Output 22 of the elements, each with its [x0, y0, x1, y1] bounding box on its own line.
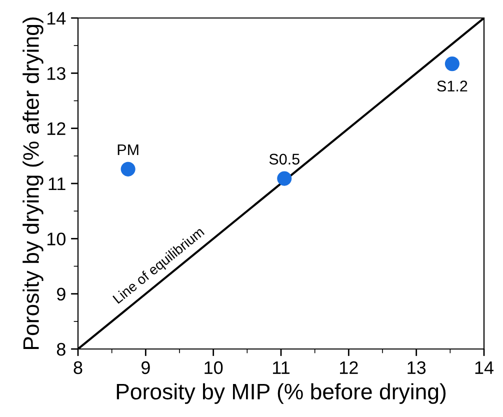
point	[277, 171, 292, 186]
y-axis-title: Porosity by drying (% after drying)	[22, 18, 44, 350]
x-tick-label: 14	[475, 361, 494, 374]
x-tick-label: 8	[74, 361, 82, 374]
x-tick-label: 12	[340, 361, 358, 374]
annotation: S0.5	[269, 154, 300, 165]
y-tick-label: 9	[57, 288, 66, 301]
y-tick-label: 8	[56, 342, 66, 356]
y-tick-label: 13	[47, 67, 66, 80]
annotation: S1.2	[437, 80, 468, 92]
x-tick-label: 13	[408, 361, 426, 374]
y-tick-label: 14	[47, 12, 66, 25]
point	[444, 56, 460, 72]
y-tick-label: 10	[47, 232, 66, 246]
y-tick-label: 12	[47, 122, 66, 135]
x-tick-label: 10	[204, 361, 223, 374]
x-axis-title: Porosity by MIP (% before drying)	[116, 383, 446, 404]
x-tick-label: 9	[141, 361, 150, 374]
x-tick-label: 11	[273, 361, 290, 374]
point	[120, 162, 136, 176]
y-tick-label: 11	[48, 178, 66, 190]
annotation: PM	[118, 144, 138, 156]
